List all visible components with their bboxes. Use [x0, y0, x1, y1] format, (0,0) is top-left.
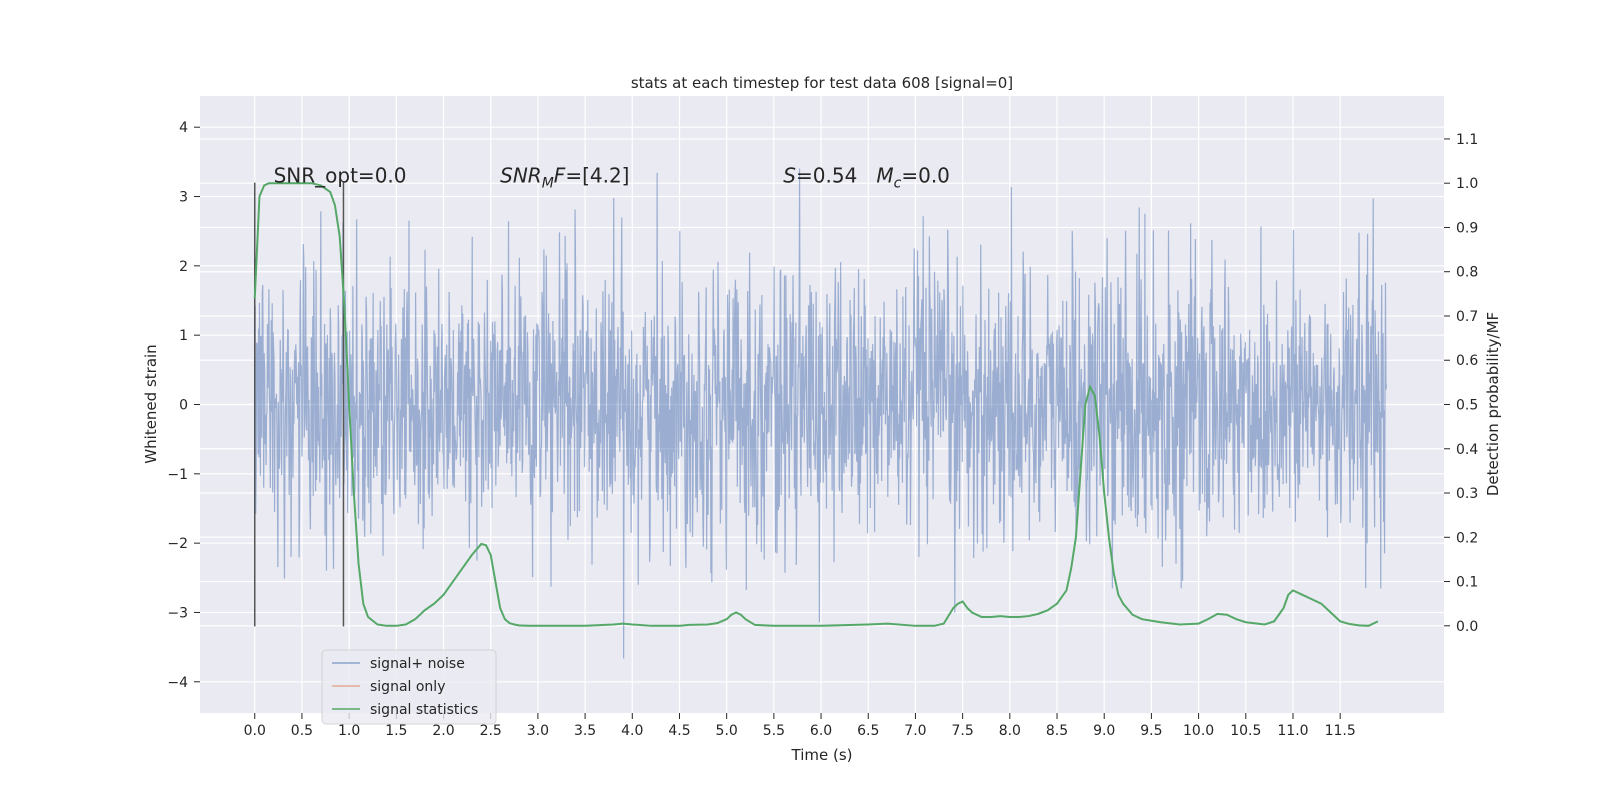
x-tick-label: 2.0: [432, 723, 454, 739]
signal-statistics-series: [253, 182, 1379, 627]
x-tick-label: 6.0: [810, 723, 832, 739]
legend-label-signal-only: signal only: [370, 679, 445, 695]
y-tick-label: −3: [167, 605, 188, 621]
y-tick-label: −1: [167, 467, 188, 483]
y-tick-label: −2: [167, 536, 188, 552]
x-tick-label: 0.0: [244, 723, 266, 739]
x-tick-label: 4.5: [668, 723, 690, 739]
y-tick-label: 4: [179, 120, 188, 136]
y-axis-label: Whitened strain: [142, 344, 160, 463]
y-right-tick-label: 0.5: [1456, 398, 1478, 414]
legend-label-signal-statistics: signal statistics: [370, 702, 478, 718]
x-tick-label: 5.0: [716, 723, 738, 739]
y-axis-label-right: Detection probability/MF: [1484, 312, 1502, 496]
x-tick-label: 8.0: [999, 723, 1021, 739]
x-tick-label: 4.0: [621, 723, 643, 739]
y-right-tick-label: 1.0: [1456, 176, 1478, 192]
y-right-tick-label: 0.2: [1456, 530, 1478, 546]
x-tick-label: 0.5: [291, 723, 313, 739]
y-right-tick-label: 0.3: [1456, 486, 1478, 502]
legend: signal+ noise signal only signal statist…: [321, 649, 497, 725]
legend-box: [321, 649, 497, 725]
x-tick-label: 1.5: [385, 723, 407, 739]
x-tick-label: 11.5: [1325, 723, 1356, 739]
signal-statistics-line: [253, 182, 1379, 627]
x-tick-label: 3.0: [527, 723, 549, 739]
x-axis-label: Time (s): [791, 746, 853, 764]
annotations: SNR_opt=0.0 SNRMF=[4.2] S=0.54 Mc=0.0: [274, 164, 950, 192]
annotation-1: SNRMF=[4.2]: [500, 164, 629, 192]
y-tick-label: −4: [167, 675, 188, 691]
annotation-2: S=0.54 Mc=0.0: [783, 164, 950, 192]
y-right-tick-label: 0.6: [1456, 353, 1478, 369]
x-tick-label: 10.0: [1183, 723, 1214, 739]
y-right-tick-label: 1.1: [1456, 132, 1478, 148]
y-right-tick-label: 0.1: [1456, 575, 1478, 591]
y-tick-label: 2: [179, 259, 188, 275]
signal-noise-series: [254, 168, 1388, 659]
x-tick-label: 8.5: [1046, 723, 1068, 739]
y-right-tick-label: 0.8: [1456, 265, 1478, 281]
signal-noise-line: [254, 168, 1388, 659]
y-right-tick-label: 0.9: [1456, 220, 1478, 236]
vertical-markers: [253, 182, 345, 627]
y-tick-label: 3: [179, 190, 188, 206]
y-tick-label: 1: [179, 328, 188, 344]
y-right-tick-label: 0.4: [1456, 442, 1478, 458]
y-right-tick-label: 0.0: [1456, 619, 1478, 635]
x-tick-label: 1.0: [338, 723, 360, 739]
x-tick-label: 6.5: [857, 723, 879, 739]
x-tick-label: 9.5: [1140, 723, 1162, 739]
axis-ticks: 0.0 0.5 1.0 1.5 2.0 2.5 3.0 3.5 4.0 4.5 5.0 5.5 6.0 6…: [167, 120, 1478, 739]
x-tick-label: 5.5: [763, 723, 785, 739]
x-tick-label: 10.5: [1230, 723, 1261, 739]
annotation-0: SNR_opt=0.0: [274, 164, 407, 188]
x-tick-label: 7.0: [904, 723, 926, 739]
x-tick-label: 7.5: [952, 723, 974, 739]
x-tick-label: 3.5: [574, 723, 596, 739]
y-tick-label: 0: [179, 398, 188, 414]
y-right-tick-label: 0.7: [1456, 309, 1478, 325]
x-tick-label: 9.0: [1093, 723, 1115, 739]
x-tick-label: 2.5: [480, 723, 502, 739]
x-tick-label: 11.0: [1277, 723, 1308, 739]
chart-title: stats at each timestep for test data 608…: [631, 74, 1013, 92]
legend-label-signal-noise: signal+ noise: [370, 656, 465, 672]
